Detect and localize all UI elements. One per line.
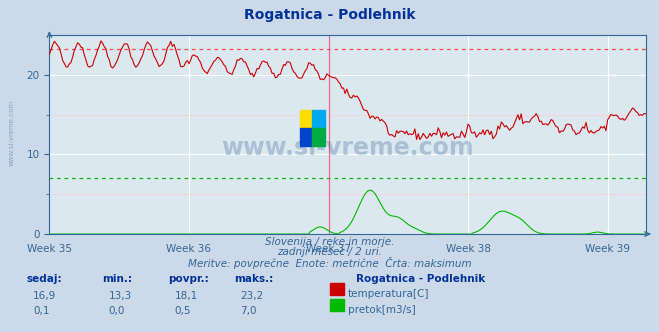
Text: povpr.:: povpr.: bbox=[168, 274, 209, 284]
Text: Rogatnica - Podlehnik: Rogatnica - Podlehnik bbox=[356, 274, 485, 284]
Text: 0,1: 0,1 bbox=[33, 306, 49, 316]
Text: 18,1: 18,1 bbox=[175, 290, 198, 300]
Text: Meritve: povprečne  Enote: metrične  Črta: maksimum: Meritve: povprečne Enote: metrične Črta:… bbox=[188, 257, 471, 269]
Text: Rogatnica - Podlehnik: Rogatnica - Podlehnik bbox=[244, 8, 415, 22]
Text: min.:: min.: bbox=[102, 274, 132, 284]
Text: 7,0: 7,0 bbox=[241, 306, 257, 316]
Text: 16,9: 16,9 bbox=[33, 290, 56, 300]
Text: 0,0: 0,0 bbox=[109, 306, 125, 316]
Text: 13,3: 13,3 bbox=[109, 290, 132, 300]
Text: temperatura[C]: temperatura[C] bbox=[348, 289, 430, 299]
Text: sedaj:: sedaj: bbox=[26, 274, 62, 284]
Text: 23,2: 23,2 bbox=[241, 290, 264, 300]
Text: pretok[m3/s]: pretok[m3/s] bbox=[348, 305, 416, 315]
Text: maks.:: maks.: bbox=[234, 274, 273, 284]
Text: www.si-vreme.com: www.si-vreme.com bbox=[221, 136, 474, 160]
Text: 0,5: 0,5 bbox=[175, 306, 191, 316]
Text: www.si-vreme.com: www.si-vreme.com bbox=[9, 100, 14, 166]
Text: zadnji mesec / 2 uri.: zadnji mesec / 2 uri. bbox=[277, 247, 382, 257]
Text: Slovenija / reke in morje.: Slovenija / reke in morje. bbox=[265, 237, 394, 247]
